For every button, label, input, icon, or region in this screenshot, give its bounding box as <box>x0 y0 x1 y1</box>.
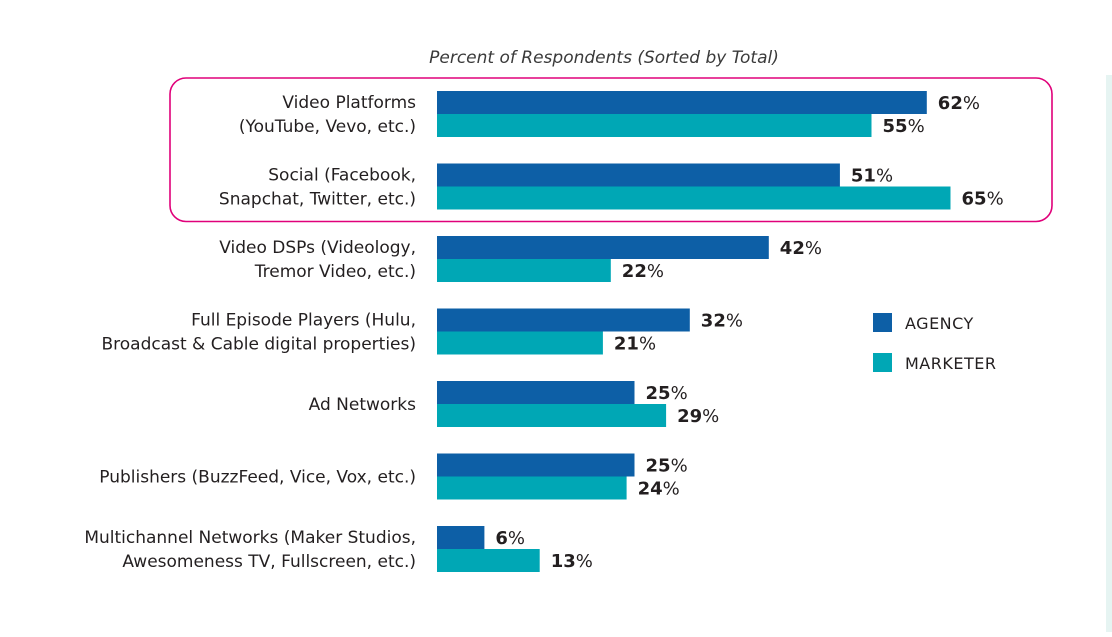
bar-marketer <box>437 476 627 500</box>
legend-label: MARKETER <box>905 354 996 373</box>
category-label: Multichannel Networks (Maker Studios, <box>84 528 416 548</box>
legend-label: AGENCY <box>905 314 974 333</box>
category-label: Social (Facebook, <box>268 166 416 186</box>
category-label: Publishers (BuzzFeed, Vice, Vox, etc.) <box>99 468 416 488</box>
category-label: Snapchat, Twitter, etc.) <box>219 190 416 210</box>
data-label: 32% <box>701 311 743 332</box>
legend-swatch-marketer <box>873 353 892 372</box>
data-label: 25% <box>646 456 688 477</box>
bar-marketer <box>437 404 667 427</box>
legend-swatch-agency <box>873 313 892 332</box>
data-label: 42% <box>780 238 822 259</box>
data-label: 62% <box>938 93 980 114</box>
category-label: Awesomeness TV, Fullscreen, etc.) <box>122 552 416 572</box>
bar-marketer <box>437 331 603 355</box>
legend: AGENCY MARKETER <box>873 313 996 373</box>
bar-agency <box>437 453 635 477</box>
data-label: 65% <box>962 189 1004 210</box>
data-label: 55% <box>883 116 925 137</box>
bar-marketer <box>437 186 951 210</box>
page-edge-strip <box>1106 75 1112 632</box>
bar-agency <box>437 91 927 114</box>
data-label: 25% <box>646 383 688 404</box>
bar-agency <box>437 308 690 332</box>
data-label: 6% <box>495 528 525 549</box>
category-label: Ad Networks <box>309 395 417 415</box>
category-label: Full Episode Players (Hulu, <box>191 311 416 331</box>
bar-marketer <box>437 259 611 282</box>
bar-agency <box>437 526 485 549</box>
bar-agency <box>437 381 635 404</box>
data-label: 13% <box>551 551 593 572</box>
data-label: 29% <box>677 406 719 427</box>
category-label: Broadcast & Cable digital properties) <box>101 335 416 355</box>
category-label: Video DSPs (Videology, <box>219 238 416 258</box>
data-label: 21% <box>614 334 656 355</box>
category-label: Video Platforms <box>282 93 416 113</box>
category-label: (YouTube, Vevo, etc.) <box>239 117 416 137</box>
chart-subtitle: Percent of Respondents (Sorted by Total) <box>429 48 779 68</box>
highlight-box <box>169 77 1053 223</box>
data-label: 24% <box>638 479 680 500</box>
bar-agency <box>437 163 840 187</box>
bar-agency <box>437 236 769 259</box>
bar-marketer <box>437 549 540 572</box>
data-label: 51% <box>851 166 893 187</box>
category-label: Tremor Video, etc.) <box>254 262 416 282</box>
data-label: 22% <box>622 261 664 282</box>
bar-marketer <box>437 114 872 137</box>
